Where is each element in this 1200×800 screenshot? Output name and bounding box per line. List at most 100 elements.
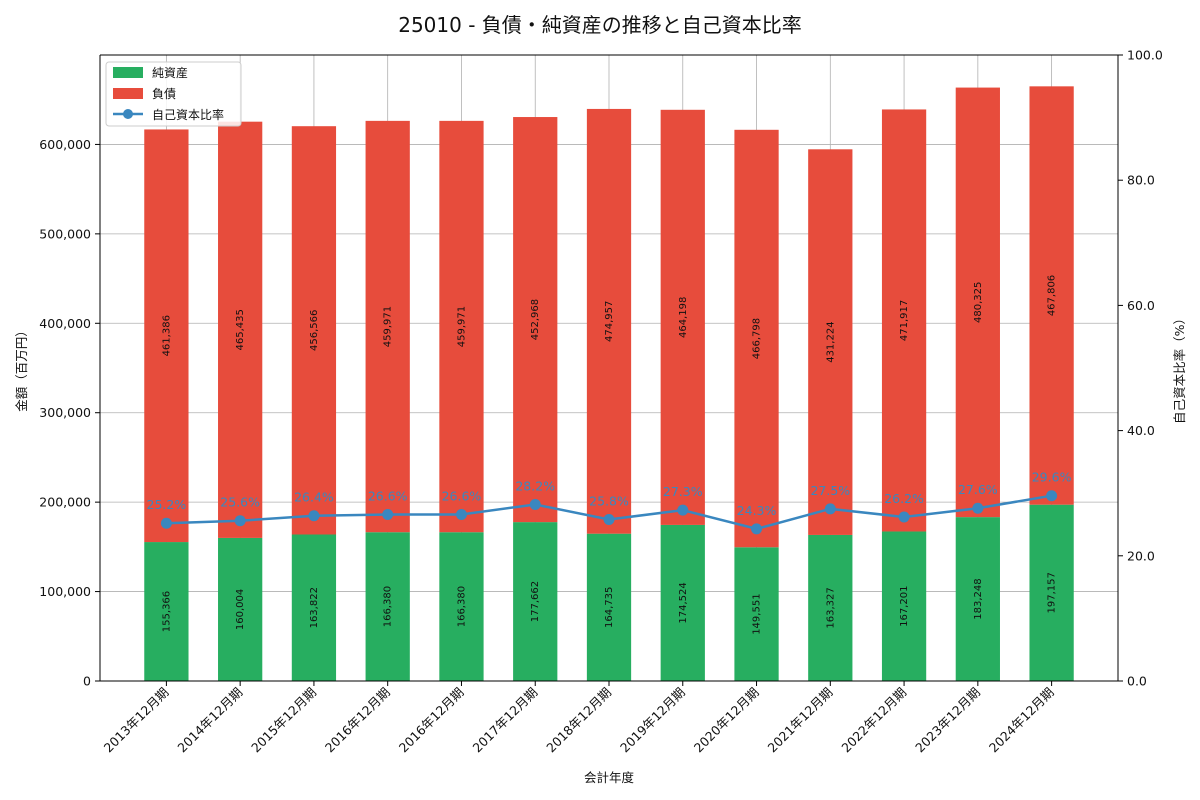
equity-ratio-point — [308, 510, 320, 522]
bar-label-liabilities: 459,971 — [456, 306, 467, 347]
legend-swatch-liabilities — [113, 88, 143, 99]
equity-ratio-label: 28.2% — [515, 478, 555, 493]
x-tick-label: 2020年12月期 — [691, 685, 762, 756]
equity-ratio-point — [529, 498, 541, 510]
y-tick-label: 100,000 — [39, 584, 91, 599]
equity-ratio-label: 27.3% — [663, 484, 703, 499]
bar-label-liabilities: 456,566 — [309, 310, 320, 351]
x-tick-label: 2019年12月期 — [617, 685, 688, 756]
equity-ratio-label: 25.8% — [589, 493, 629, 508]
legend-label-equity-ratio: 自己資本比率 — [152, 107, 224, 122]
bar-label-liabilities: 464,198 — [678, 297, 689, 338]
y2-tick-label: 20.0 — [1127, 548, 1155, 563]
equity-ratio-label: 25.6% — [220, 495, 260, 510]
bar-label-liabilities: 459,971 — [383, 306, 394, 347]
bar-liabilities — [439, 120, 484, 533]
bar-label-net-assets: 155,366 — [161, 591, 172, 632]
bar-liabilities — [734, 129, 779, 548]
legend: 純資産 負債 自己資本比率 — [105, 61, 242, 127]
bar-label-liabilities: 471,917 — [899, 300, 910, 341]
equity-ratio-label: 25.2% — [147, 497, 187, 512]
bar-net-assets — [586, 533, 632, 681]
y2-tick-label: 80.0 — [1127, 173, 1155, 188]
y-tick-label: 400,000 — [39, 316, 91, 331]
bar-liabilities — [808, 149, 853, 535]
bar-net-assets — [439, 532, 484, 681]
bar-liabilities — [513, 117, 558, 523]
y-tick-label: 600,000 — [39, 137, 91, 152]
bar-liabilities — [144, 129, 189, 543]
equity-ratio-point — [1046, 490, 1058, 502]
equity-ratio-label: 26.6% — [368, 488, 408, 503]
bar-label-liabilities: 480,325 — [973, 282, 984, 323]
x-tick-label: 2017年12月期 — [469, 685, 540, 756]
y-tick-label: 300,000 — [39, 405, 91, 420]
bar-label-net-assets: 163,822 — [309, 587, 320, 628]
bar-net-assets — [144, 542, 189, 681]
x-tick-label: 2021年12月期 — [765, 685, 836, 756]
equity-ratio-point — [824, 503, 836, 515]
equity-ratio-label: 26.2% — [884, 491, 924, 506]
x-tick-label: 2023年12月期 — [912, 685, 983, 756]
x-tick-label: 2014年12月期 — [174, 685, 245, 756]
x-axis-label: 会計年度 — [584, 770, 635, 785]
bar-net-assets — [808, 534, 853, 681]
bar-liabilities — [291, 126, 337, 535]
bar-label-liabilities: 467,806 — [1047, 275, 1058, 316]
legend-swatch-net-assets — [113, 67, 143, 78]
bar-label-net-assets: 183,248 — [973, 578, 984, 619]
legend-label-net-assets: 純資産 — [152, 65, 188, 80]
bar-liabilities — [1029, 86, 1074, 505]
bar-net-assets — [365, 532, 410, 681]
bar-label-liabilities: 461,386 — [161, 315, 172, 356]
y-tick-label: 0 — [83, 674, 91, 689]
x-tick-label: 2015年12月期 — [248, 685, 319, 756]
y2-tick-label: 0.0 — [1127, 674, 1147, 689]
bar-liabilities — [586, 108, 632, 534]
equity-ratio-label: 26.4% — [294, 490, 334, 505]
x-tick-label: 2018年12月期 — [543, 685, 614, 756]
equity-ratio-point — [751, 523, 763, 535]
bar-label-net-assets: 177,662 — [530, 581, 541, 622]
bar-labels: 155,366 461,386 160,004 465,435 163,822 456,5… — [161, 275, 1057, 635]
ratio-line: 25.2% 25.6% 26.4% 26.6% 26.6% 28.2% 25.8% 27.3%… — [147, 470, 1072, 535]
equity-ratio-label: 29.6% — [1032, 470, 1072, 485]
equity-ratio-point — [382, 508, 394, 520]
bar-label-liabilities: 474,957 — [604, 301, 615, 342]
equity-ratio-label: 27.5% — [810, 483, 850, 498]
bar-label-net-assets: 174,524 — [678, 582, 689, 623]
bar-net-assets — [291, 534, 337, 681]
y2-axis-label: 自己資本比率（%） — [1172, 312, 1187, 424]
bar-liabilities — [218, 121, 263, 538]
x-tick-label: 2024年12月期 — [986, 685, 1057, 756]
bar-liabilities — [955, 87, 1000, 518]
bar-label-liabilities: 431,224 — [825, 321, 836, 362]
equity-ratio-label: 26.6% — [442, 488, 482, 503]
equity-ratio-point — [972, 502, 984, 514]
legend-label-liabilities: 負債 — [152, 86, 176, 101]
bar-liabilities — [881, 109, 927, 532]
bar-label-net-assets: 166,380 — [383, 586, 394, 627]
y2-tick-label: 40.0 — [1127, 423, 1155, 438]
y2-tick-label: 100.0 — [1127, 48, 1163, 63]
bar-label-net-assets: 164,735 — [604, 587, 615, 628]
bar-label-liabilities: 466,798 — [752, 318, 763, 359]
bar-net-assets — [1029, 504, 1074, 681]
bar-liabilities — [660, 109, 705, 525]
x-tick-label: 2016年12月期 — [322, 685, 393, 756]
bar-label-liabilities: 452,968 — [530, 299, 541, 340]
bar-liabilities — [365, 120, 410, 533]
bar-label-net-assets: 197,157 — [1047, 572, 1058, 613]
bar-net-assets — [218, 537, 263, 681]
x-tick-label: 2022年12月期 — [838, 685, 909, 756]
equity-ratio-label: 24.3% — [737, 503, 777, 518]
y-tick-label: 200,000 — [39, 495, 91, 510]
equity-ratio-point — [677, 504, 689, 516]
equity-ratio-point — [160, 517, 172, 529]
y2-tick-label: 60.0 — [1127, 298, 1155, 313]
bar-net-assets — [734, 547, 779, 681]
chart-title: 25010 - 負債・純資産の推移と自己資本比率 — [398, 13, 802, 37]
bar-net-assets — [881, 531, 927, 681]
equity-ratio-point — [455, 508, 467, 520]
